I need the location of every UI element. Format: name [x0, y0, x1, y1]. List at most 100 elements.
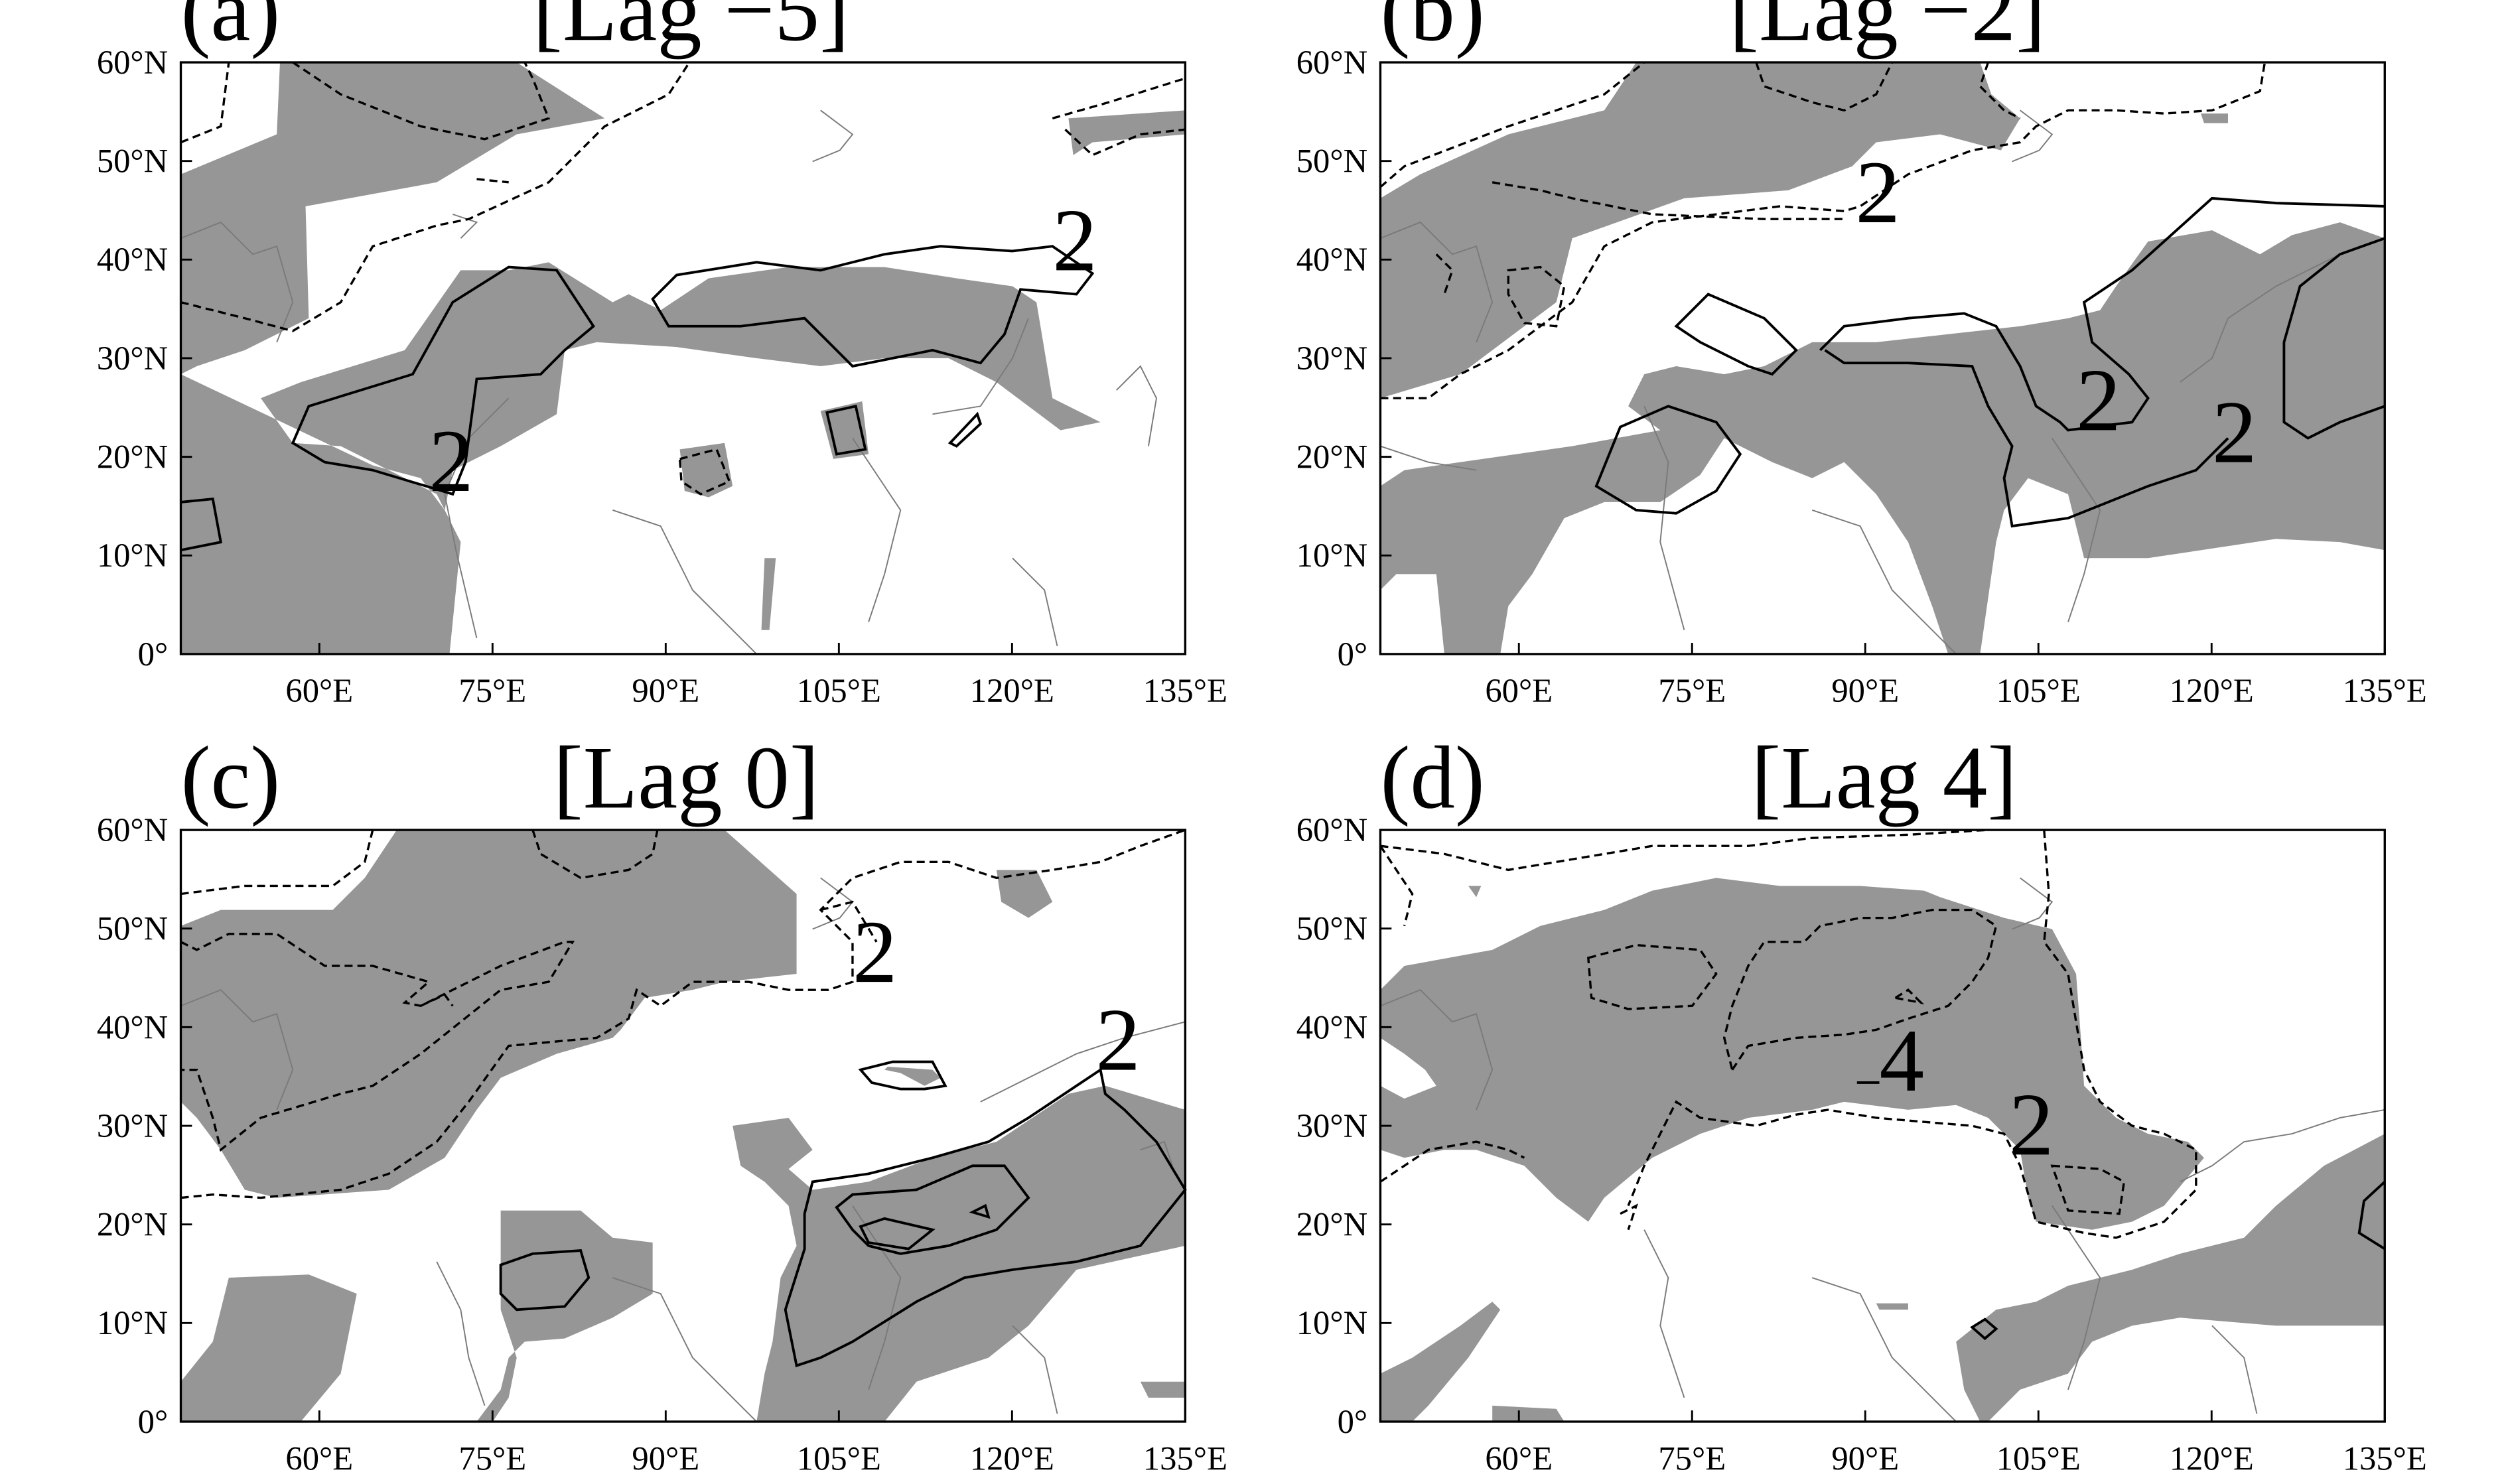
axis-labels: 60°E 75°E 90°E 105°E 120°E 135°E 0° 10°N 20°N 30°…: [97, 44, 1227, 709]
x-tick-label: 105°E: [797, 672, 881, 709]
contour-label: 2: [429, 412, 473, 511]
y-tick-label: 60°N: [1296, 44, 1367, 81]
x-tick-label: 105°E: [1996, 672, 2081, 709]
axis-ticks: [180, 829, 1186, 1423]
panel-c: 2 2 60°E 75°E 90°E 105°E 120°E 135°E 0° 10°N 20°…: [97, 728, 1227, 1477]
contour-negative: [2050, 1164, 2126, 1215]
contour-negative: [1435, 253, 1454, 295]
y-tick-label: 10°N: [1296, 537, 1367, 574]
shaded-region: [2201, 113, 2229, 123]
y-tick-label: 0°: [138, 636, 169, 673]
contour-negative: [1380, 829, 1988, 872]
contour-negative: [820, 900, 878, 943]
contour-positive: [858, 1060, 947, 1091]
x-tick-label: 120°E: [970, 672, 1054, 709]
y-tick-label: 40°N: [97, 1008, 168, 1046]
contour-label: 4: [1880, 1012, 1925, 1111]
contour-negative: [1379, 61, 1645, 188]
y-tick-label: 20°N: [1296, 1206, 1367, 1243]
x-tick-label: 105°E: [1996, 1440, 2081, 1477]
y-tick-label: 0°: [1338, 1403, 1368, 1440]
map-area-d: 4 2: [1379, 829, 2386, 1422]
shaded-region: [1380, 1302, 1501, 1422]
x-tick-label: 135°E: [2343, 672, 2427, 709]
x-tick-label: 60°E: [285, 672, 353, 709]
shaded-region: [1380, 62, 2020, 399]
y-tick-label: 30°N: [97, 340, 168, 377]
y-tick-label: 50°N: [1296, 910, 1367, 947]
contour-negative: [1620, 1203, 1639, 1231]
y-tick-label: 20°N: [1296, 438, 1367, 475]
axis-labels: 60°E 75°E 90°E 105°E 120°E 135°E 0° 10°N 20°N 30°…: [1296, 811, 2427, 1477]
x-tick-label: 135°E: [1143, 672, 1227, 709]
shaded-region: [180, 830, 797, 1198]
shaded-region: [761, 558, 776, 630]
shaded-region: [1140, 1381, 1186, 1398]
contour-negative: [420, 993, 454, 1007]
shaded-region: [1468, 886, 1482, 898]
contour-positive: [1819, 196, 2385, 432]
contour-positive: [291, 265, 595, 496]
contour-negative: [1979, 62, 2021, 119]
contour-negative: [678, 448, 731, 496]
shaded-region: [996, 870, 1053, 918]
x-tick-label: 90°E: [632, 1440, 699, 1477]
x-tick-label: 75°E: [458, 1440, 526, 1477]
contour-positive: [1674, 293, 1798, 376]
contour-negative: [476, 178, 509, 184]
shaded-region: [1876, 1303, 1908, 1310]
x-tick-label: 75°E: [1658, 672, 1726, 709]
shaded-region: [1380, 1038, 1436, 1099]
shaded-region: [180, 1274, 357, 1422]
y-tick-label: 50°N: [1296, 143, 1367, 180]
contour-negative: [1507, 265, 1566, 328]
contour-negative: [180, 829, 1186, 1199]
contour-label: 2: [1855, 143, 1900, 242]
y-tick-label: 60°N: [97, 811, 168, 848]
panel-a: 2 2 60°E 75°E 90°E 105°E 120°E 135°E 0° 10°N 20°…: [97, 0, 1227, 709]
shaded-region: [180, 62, 605, 375]
contour-negative: [1722, 908, 1998, 1073]
y-tick-label: 40°N: [1296, 241, 1367, 278]
contour-negative: [1492, 181, 1845, 220]
y-tick-label: 40°N: [1296, 1008, 1367, 1046]
y-tick-label: 60°N: [97, 44, 168, 81]
contour-negative: [180, 62, 230, 144]
shaded-region: [1956, 1134, 2385, 1422]
contour-positive: [835, 1164, 1030, 1255]
y-tick-label: 30°N: [1296, 340, 1367, 377]
y-tick-label: 20°N: [97, 1206, 168, 1243]
contour-negative: [1064, 128, 1186, 157]
x-tick-label: 135°E: [2343, 1440, 2427, 1477]
axis-ticks: [180, 61, 1186, 655]
contour-negative: [292, 61, 551, 141]
panel-letter: (b): [1380, 0, 1484, 60]
coastlines: [180, 109, 1157, 655]
shaded-region: [1380, 878, 2204, 1230]
y-tick-label: 20°N: [97, 438, 168, 475]
contour-label: 2: [2076, 351, 2121, 450]
axis-labels: 60°E 75°E 90°E 105°E 120°E 135°E 0° 10°N 20°N 30°…: [97, 811, 1227, 1477]
contour-negative: [531, 829, 659, 880]
shaded-region: [180, 262, 1101, 654]
y-tick-label: 30°N: [1296, 1107, 1367, 1144]
y-tick-label: 30°N: [97, 1107, 168, 1144]
contour-negative: [1379, 1140, 1525, 1183]
axis-ticks: [1380, 829, 2386, 1423]
x-tick-label: 90°E: [1831, 672, 1899, 709]
x-tick-label: 90°E: [632, 672, 699, 709]
y-tick-label: 0°: [1338, 636, 1368, 673]
map-area-a: 2 2: [180, 61, 1186, 655]
shaded-region: [1068, 110, 1186, 155]
contour-negative: [1892, 988, 1925, 1005]
contour-negative: [1379, 845, 1414, 927]
contour-positive: [784, 1067, 1187, 1368]
contour-positive: [2357, 1180, 2386, 1250]
contour-label: 2: [1052, 191, 1097, 290]
contour-negative: [180, 933, 575, 1152]
contour-positive: [1970, 1317, 1998, 1341]
x-tick-label: 120°E: [2170, 1440, 2254, 1477]
panel-title: [Lag 0]: [553, 728, 819, 827]
y-tick-label: 10°N: [97, 1304, 168, 1341]
